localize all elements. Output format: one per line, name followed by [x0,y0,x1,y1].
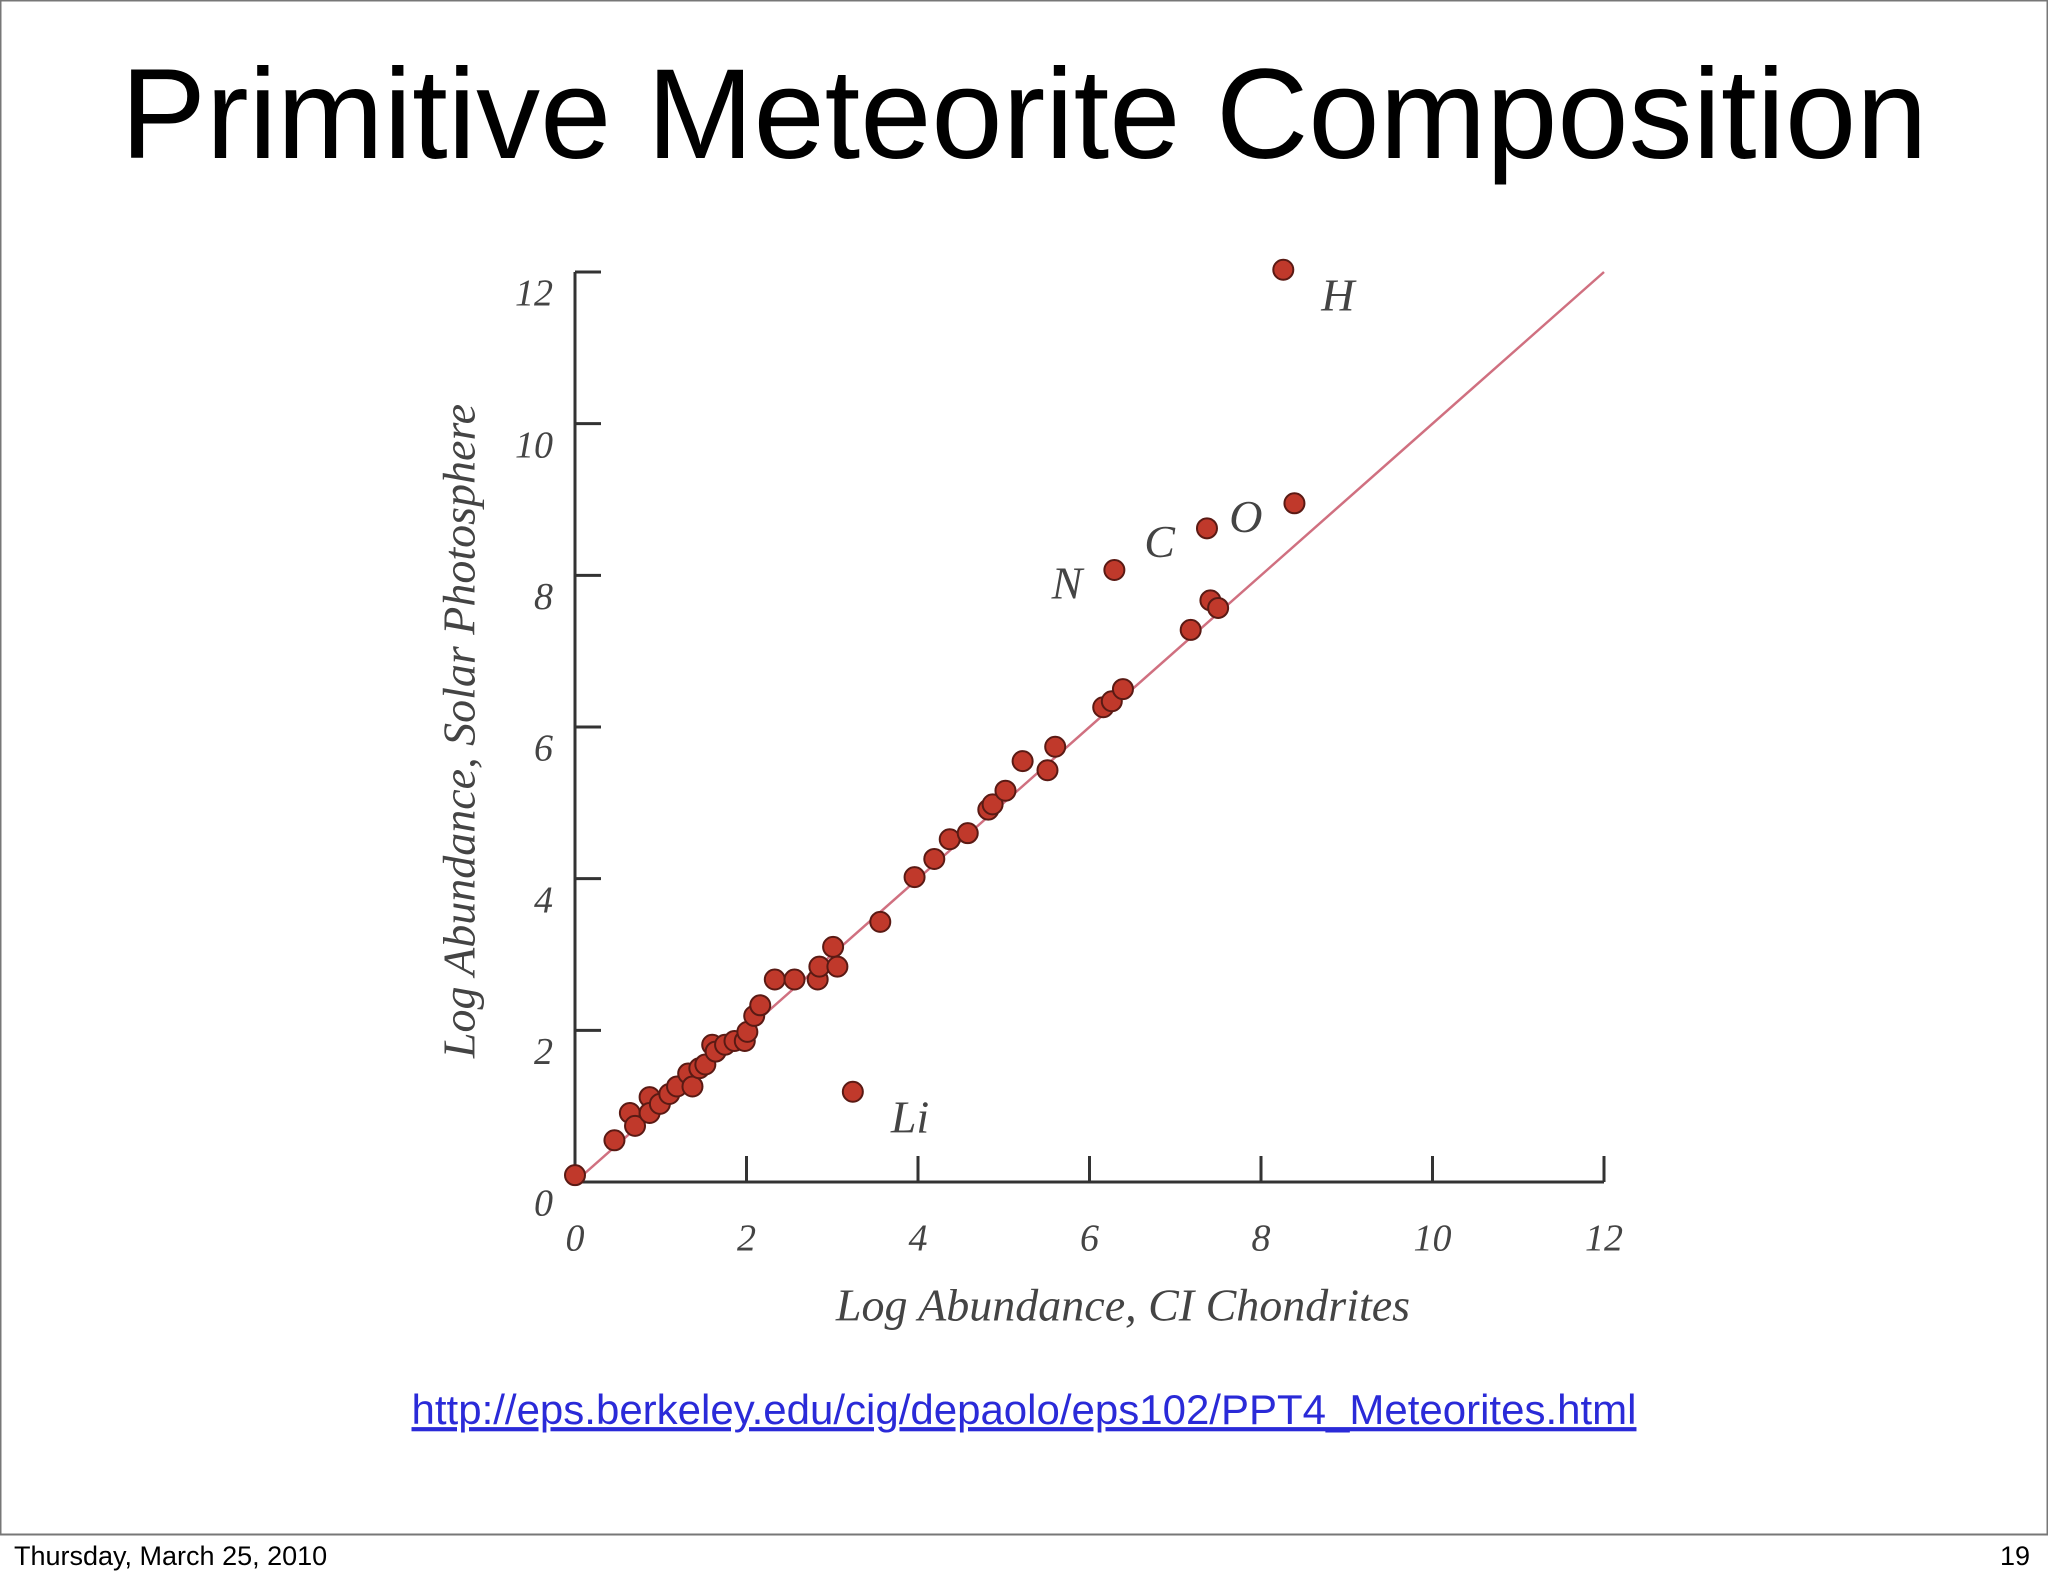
point [749,994,772,1017]
footer-date: Thursday, March 25, 2010 [14,1541,327,1571]
y-tick-label: 2 [534,1031,553,1073]
point [808,955,831,978]
y-tick-label: 4 [534,879,553,921]
point [981,793,1004,816]
point [841,1080,864,1103]
point [564,1164,586,1187]
x-tick-label: 4 [909,1218,928,1260]
point [624,1114,647,1137]
chart: Log Abundance, CI Chondrites Log Abundan… [434,258,1623,1331]
x-tick-label: 10 [1414,1218,1452,1260]
point [1103,559,1126,582]
source-link[interactable]: http://eps.berkeley.edu/cig/depaolo/eps1… [412,1386,1637,1433]
x-axis-title: Log Abundance, CI Chondrites [835,1280,1410,1331]
footer-page: 19 [2000,1541,2030,1571]
point [1111,678,1134,701]
point [994,779,1017,802]
point [783,968,806,991]
point-label: Li [890,1091,929,1142]
point [869,910,892,933]
point-label: H [1320,269,1357,320]
point [1011,750,1034,773]
point [923,847,946,870]
point-label: C [1144,516,1176,567]
point [1272,258,1295,281]
point [1283,492,1306,515]
point [1036,759,1059,782]
x-tick-label: 12 [1585,1218,1623,1260]
point [763,968,786,991]
y-axis-title: Log Abundance, Solar Photosphere [434,404,485,1059]
point [956,822,979,845]
point [1207,596,1230,619]
slide-title: Primitive Meteorite Composition [121,43,1928,186]
x-tick-label: 0 [566,1218,585,1260]
point [826,955,849,978]
point-label: N [1051,558,1085,609]
point [822,935,845,958]
point [903,866,926,889]
y-tick-label: 8 [534,576,553,618]
x-tick-label: 8 [1252,1218,1271,1260]
x-tick-label: 2 [737,1218,756,1260]
y-tick-label: 6 [534,728,553,770]
point [681,1075,704,1098]
y-tick-label: 0 [534,1183,553,1225]
point [1044,735,1067,758]
point [1195,517,1218,540]
x-tick-label: 6 [1080,1218,1099,1260]
point [938,828,961,851]
point [603,1129,626,1152]
y-tick-label: 10 [515,424,553,466]
y-tick-label: 12 [515,273,553,315]
point-label: O [1229,491,1262,542]
point [1179,618,1202,641]
